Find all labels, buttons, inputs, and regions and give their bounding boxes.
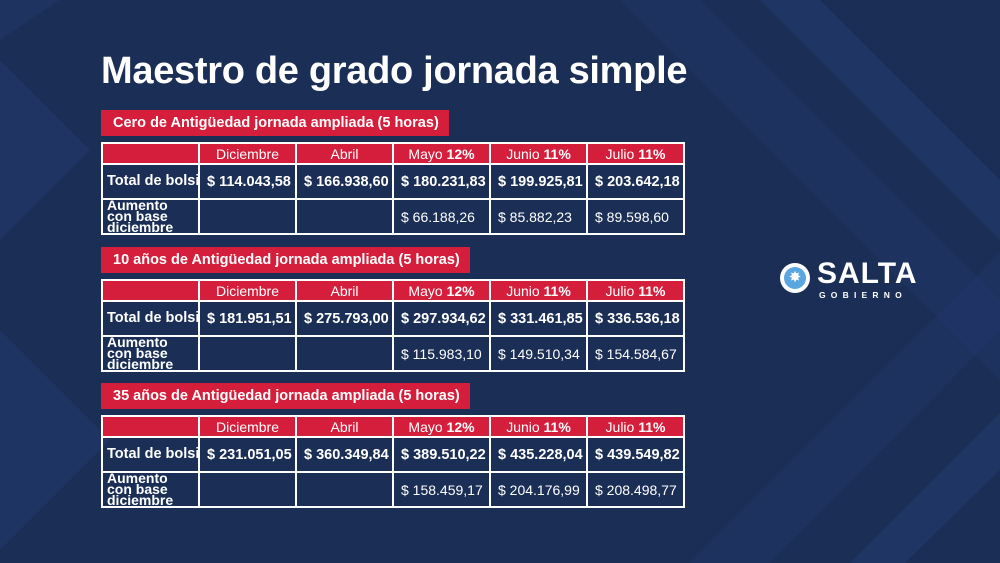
header-month: Abril [295,415,394,438]
header-month: Diciembre [198,279,297,302]
header-month: Junio 11% [489,415,588,438]
header-month: Abril [295,142,394,165]
increase-percent: 11% [543,418,571,435]
increase-percent: 12% [446,145,475,162]
table-row: Total de bolsillo $ 181.951,51 $ 275.793… [101,300,685,337]
value-cell: $ 85.882,23 [489,198,588,235]
value-cell: $ 275.793,00 [295,300,394,337]
value-cell: $ 439.549,82 [586,436,685,473]
value-cell: $ 204.176,99 [489,471,588,508]
value-cell: $ 154.584,67 [586,335,685,372]
increase-percent: 11% [638,282,666,299]
row-label: Total de bolsillo [101,163,200,200]
row-label: Aumento con base diciembre [101,335,200,372]
value-cell: $ 331.461,85 [489,300,588,337]
value-cell: $ 336.536,18 [586,300,685,337]
header-month: Diciembre [198,142,297,165]
star-emblem-icon: ✸ [780,263,810,293]
table-row: Total de bolsillo $ 114.043,58 $ 166.938… [101,163,685,200]
value-cell: $ 360.349,84 [295,436,394,473]
section-label-35-anos: 35 años de Antigüedad jornada ampliada (… [101,383,470,409]
value-cell [295,198,394,235]
header-month: Julio 11% [586,415,685,438]
row-label: Total de bolsillo [101,300,200,337]
header-month: Diciembre [198,415,297,438]
value-cell: $ 389.510,22 [392,436,491,473]
table-header-row: Diciembre Abril Mayo 12% Junio 11% Julio… [101,415,685,438]
increase-percent: 11% [638,418,666,435]
increase-percent: 11% [638,145,666,162]
table-header-row: Diciembre Abril Mayo 12% Junio 11% Julio… [101,279,685,302]
value-cell [198,335,297,372]
header-month: Junio 11% [489,279,588,302]
salary-table-10-anos: Diciembre Abril Mayo 12% Junio 11% Julio… [101,279,685,372]
section-label-cero: Cero de Antigüedad jornada ampliada (5 h… [101,110,449,136]
increase-percent: 12% [446,282,475,299]
section-label-10-anos: 10 años de Antigüedad jornada ampliada (… [101,247,470,273]
value-cell [198,471,297,508]
page-title: Maestro de grado jornada simple [101,50,688,92]
value-cell: $ 115.983,10 [392,335,491,372]
header-month: Julio 11% [586,279,685,302]
header-empty-cell [101,279,200,302]
logo-subtitle: GOBIERNO [819,290,907,300]
value-cell: $ 158.459,17 [392,471,491,508]
table-row: Aumento con base diciembre $ 158.459,17 … [101,471,685,508]
value-cell: $ 149.510,34 [489,335,588,372]
value-cell: $ 166.938,60 [295,163,394,200]
value-cell: $ 203.642,18 [586,163,685,200]
increase-percent: 12% [446,418,475,435]
salary-table-cero: Diciembre Abril Mayo 12% Junio 11% Julio… [101,142,685,235]
value-cell: $ 231.051,05 [198,436,297,473]
increase-percent: 11% [543,282,571,299]
table-row: Aumento con base diciembre $ 66.188,26 $… [101,198,685,235]
table-row: Aumento con base diciembre $ 115.983,10 … [101,335,685,372]
header-empty-cell [101,415,200,438]
value-cell: $ 114.043,58 [198,163,297,200]
header-month: Abril [295,279,394,302]
value-cell: $ 181.951,51 [198,300,297,337]
value-cell: $ 180.231,83 [392,163,491,200]
value-cell [198,198,297,235]
value-cell: $ 89.598,60 [586,198,685,235]
value-cell [295,335,394,372]
table-row: Total de bolsillo $ 231.051,05 $ 360.349… [101,436,685,473]
salary-table-35-anos: Diciembre Abril Mayo 12% Junio 11% Julio… [101,415,685,508]
header-month: Junio 11% [489,142,588,165]
row-label: Aumento con base diciembre [101,198,200,235]
value-cell: $ 66.188,26 [392,198,491,235]
row-label: Total de bolsillo [101,436,200,473]
header-month: Mayo 12% [392,279,491,302]
header-empty-cell [101,142,200,165]
header-month: Mayo 12% [392,142,491,165]
header-month: Julio 11% [586,142,685,165]
value-cell: $ 199.925,81 [489,163,588,200]
header-month: Mayo 12% [392,415,491,438]
row-label: Aumento con base diciembre [101,471,200,508]
value-cell [295,471,394,508]
value-cell: $ 208.498,77 [586,471,685,508]
table-header-row: Diciembre Abril Mayo 12% Junio 11% Julio… [101,142,685,165]
value-cell: $ 297.934,62 [392,300,491,337]
salta-gobierno-logo: ✸ SALTA GOBIERNO [780,258,925,302]
logo-wordmark: SALTA [817,257,918,290]
increase-percent: 11% [543,145,571,162]
value-cell: $ 435.228,04 [489,436,588,473]
